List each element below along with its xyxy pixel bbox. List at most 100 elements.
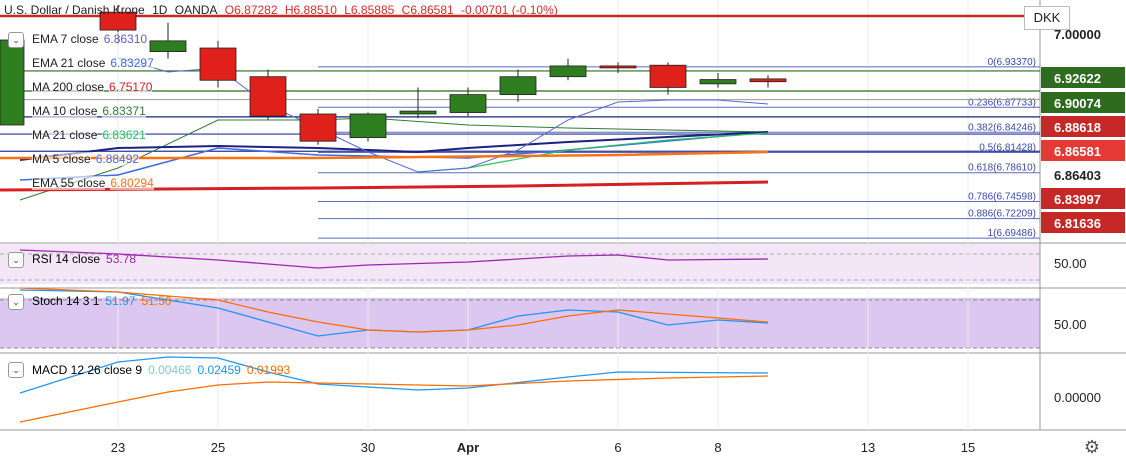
indicator-legend-item[interactable]: MA 5 close 6.88492 [32, 150, 140, 168]
price-axis-label: 6.86403 [1054, 168, 1101, 183]
price-axis-label: 6.86581 [1054, 144, 1101, 159]
indicator-label: MA 5 close [32, 152, 91, 166]
candle-body [0, 39, 25, 126]
price-axis-label-bg [1041, 212, 1125, 233]
candle-body [599, 65, 637, 69]
macd-collapse-icon[interactable]: ⌄ [8, 362, 24, 378]
fib-levels: 0(6.93370) 0.236(6.87733) 0.382(6.84246) 0.… [0, 14, 1040, 239]
rsi-line [19, 249, 769, 269]
macd-line [19, 356, 769, 394]
indicator-value: 6.83371 [102, 104, 146, 118]
fib-label: 0.382(6.84246) [968, 122, 1036, 133]
macd-hist-value: 0.00466 [148, 363, 192, 377]
candle-body [749, 78, 787, 83]
rsi-value: 53.78 [106, 252, 137, 266]
rsi-pane-bg [0, 244, 1040, 284]
rsi-collapse-icon[interactable]: ⌄ [8, 252, 24, 268]
candle-body [249, 76, 287, 117]
macd-axis-label: 0.00000 [1054, 390, 1101, 405]
macd-pane-bg [0, 353, 1040, 428]
oscillators [19, 249, 769, 423]
ohlc-change: -0.00701 (-0.10%) [461, 3, 558, 17]
stoch-label: Stoch 14 3 1 [32, 294, 100, 308]
macd-signal-line [19, 375, 769, 423]
candle-body [349, 113, 387, 139]
stoch-k-value: 51.97 [105, 294, 136, 308]
indicator-legend-item[interactable]: EMA 21 close 6.83297 [32, 54, 154, 72]
fib-label: 0.886(6.72209) [968, 209, 1036, 220]
chart-header: U.S. Dollar / Danish Krone 1D OANDA O6.8… [4, 3, 562, 17]
indicator-label: EMA 21 close [32, 56, 106, 70]
candle-body [449, 94, 487, 113]
indicator-legend-item[interactable]: MA 10 close 6.83371 [32, 102, 146, 120]
indicator-value: 6.83621 [102, 128, 146, 142]
macd-label: MACD 12 26 close 9 [32, 363, 143, 377]
fib-label: 0.786(6.74598) [968, 191, 1036, 202]
candle-body [549, 65, 587, 78]
x-axis-tick: 30 [361, 440, 375, 455]
indicator-legend-item[interactable]: EMA 55 close 6.80294 [32, 174, 154, 192]
ohlc-low: L6.85885 [344, 3, 395, 17]
settings-gear-icon[interactable]: ⚙ [1083, 437, 1100, 457]
indicator-label: MA 10 close [32, 104, 98, 118]
price-axis-label-bg [1041, 188, 1125, 209]
indicator-legend-item[interactable]: EMA 7 close 6.86310 [32, 30, 148, 48]
stoch-collapse-icon[interactable]: ⌄ [8, 294, 24, 310]
price-axis-label: 6.88618 [1054, 120, 1101, 135]
indicator-legend-item[interactable]: MA 200 close 6.75170 [32, 78, 153, 96]
indicator-label: MA 21 close [32, 128, 98, 142]
price-axis-label-bg [1041, 92, 1125, 113]
x-axis-tick: Apr [457, 440, 479, 455]
axes: 7.00000 6.92622 6.90074 6.88618 6.86581 6.864… [111, 23, 1125, 455]
indicator-legend-item[interactable]: MA 21 close 6.83621 [32, 126, 146, 144]
x-axis-tick: 8 [714, 440, 721, 455]
symbol-name[interactable]: U.S. Dollar / Danish Krone [4, 3, 145, 17]
ohlc-open: O6.87282 [224, 3, 278, 17]
ema-55-line [0, 150, 769, 160]
fib-label: 1(6.69486) [988, 228, 1036, 239]
ema-7-line [19, 131, 769, 161]
fib-label: 0.5(6.81428) [979, 142, 1036, 153]
interval[interactable]: 1D [152, 3, 168, 17]
x-axis-tick: 15 [961, 440, 975, 455]
stoch-legend: Stoch 14 3 1 51.97 51.50 [32, 294, 171, 308]
price-pane-bg [0, 0, 1040, 243]
source: OANDA [174, 3, 218, 17]
candle-body [649, 64, 687, 88]
candle-body [699, 79, 737, 85]
currency-badge[interactable]: DKK [1024, 6, 1070, 30]
stoch-axis-label: 50.00 [1054, 317, 1087, 332]
fib-label: 0(6.93370) [988, 57, 1036, 68]
indicator-label: MA 200 close [32, 80, 105, 94]
indicator-value: 6.83297 [110, 56, 154, 70]
indicator-value: 6.75170 [109, 80, 153, 94]
candles [0, 5, 787, 145]
collapse-indicators-icon[interactable]: ⌄ [8, 32, 24, 48]
price-axis-label: 7.00000 [1054, 27, 1101, 42]
ohlc-close: C6.86581 [401, 3, 454, 17]
indicator-label: EMA 7 close [32, 32, 99, 46]
candle-body [499, 76, 537, 96]
stoch-pane-bg [0, 298, 1040, 348]
price-axis-label: 6.90074 [1054, 96, 1102, 111]
price-axis-label: 6.92622 [1054, 71, 1101, 86]
price-axis-label-bg [1041, 140, 1125, 161]
x-axis-tick: 13 [861, 440, 875, 455]
candle-body [99, 11, 137, 31]
stoch-d-line [19, 287, 769, 333]
rsi-label: RSI 14 close [32, 252, 101, 266]
x-axis-tick: 25 [211, 440, 225, 455]
fib-label: 0.618(6.78610) [968, 163, 1036, 174]
price-axis-label: 6.83997 [1054, 192, 1101, 207]
macd-value: 0.02459 [197, 363, 241, 377]
price-axis-label: 6.81636 [1054, 216, 1101, 231]
indicator-value: 6.80294 [110, 176, 154, 190]
indicator-value: 6.86310 [103, 32, 148, 46]
rsi-axis-label: 50.00 [1054, 256, 1087, 271]
indicator-label: EMA 55 close [32, 176, 106, 190]
ohlc-high: H6.88510 [284, 3, 337, 17]
candle-body [399, 110, 437, 115]
price-axis-label-bg [1041, 67, 1125, 88]
